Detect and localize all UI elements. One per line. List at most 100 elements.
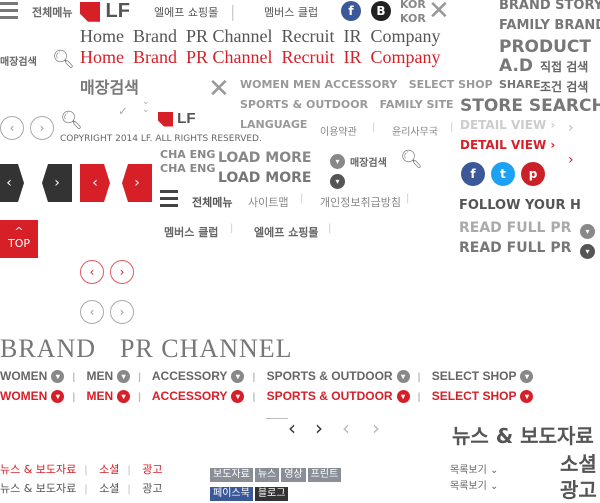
gnb-recruit-active[interactable]: Recruit [281, 47, 335, 67]
lang-cha[interactable]: CHA [160, 148, 186, 161]
direct-search-link[interactable]: 직접 검색 [540, 60, 589, 74]
gnb-brand[interactable]: Brand [133, 26, 177, 46]
prev-circle-red[interactable]: ‹ [80, 260, 104, 284]
tag-news[interactable]: 뉴스 [254, 468, 280, 482]
gnb-home[interactable]: Home [80, 26, 124, 46]
prev-circle-button[interactable]: ‹ [0, 116, 24, 140]
prev-circle-gray[interactable]: ‹ [80, 300, 104, 324]
prev-arrow-dark[interactable]: ‹ [0, 164, 24, 202]
tab-accessory[interactable]: ACCESSORY [324, 78, 398, 91]
gnb-recruit[interactable]: Recruit [281, 26, 335, 46]
tab-women-men[interactable]: WOMEN MEN [240, 78, 321, 91]
tab-ad[interactable]: 광고 [142, 463, 163, 476]
chevron-down-dark-icon[interactable]: ▾ [330, 171, 345, 190]
next-circle-red[interactable]: › [110, 260, 134, 284]
chevron-down-icon[interactable]: ▾ [330, 151, 345, 170]
gnb-company[interactable]: Company [370, 26, 441, 46]
tag-print[interactable]: 프린트 [307, 468, 342, 482]
next-circle-button[interactable]: › [30, 116, 54, 140]
tag-video[interactable]: 영상 [281, 468, 306, 482]
category-women[interactable]: WOMEN ▾ [0, 369, 65, 384]
tab-select-shop[interactable]: SELECT SHOP [408, 78, 493, 91]
read-full-pr-link[interactable]: READ FULL PR [459, 240, 572, 256]
read-full-pr-link-gray[interactable]: READ FULL PR [459, 220, 572, 236]
elf-shopping-link-2[interactable]: 엘에프 쇼핑몰 [254, 226, 319, 239]
condition-search-link[interactable]: 조건 검색 [540, 80, 589, 94]
gnb-company-active[interactable]: Company [370, 47, 441, 67]
product-ad-link[interactable]: PRODUCT A.D [499, 37, 591, 76]
prev-arrow-red[interactable]: ‹ [80, 164, 110, 202]
members-club-link-2[interactable]: 멤버스 클럽 [164, 226, 219, 239]
tab-social-2[interactable]: 소셜 [99, 482, 120, 495]
chevron-down-small-icon[interactable]: ✓ [118, 104, 129, 118]
menu-icon[interactable] [0, 2, 18, 23]
menu-icon-dark[interactable] [160, 190, 178, 211]
gnb-brand-active[interactable]: Brand [133, 47, 177, 67]
elf-shopping-link[interactable]: 엘에프 쇼핑몰 [154, 6, 219, 19]
chevron-right-icon[interactable]: › [568, 120, 574, 136]
gnb-ir[interactable]: IR [343, 26, 362, 46]
detail-view-link[interactable]: DETAIL VIEW › [460, 138, 556, 152]
next-arrow-icon[interactable]: › [315, 416, 323, 440]
all-menu-link[interactable]: 전체메뉴 [32, 6, 73, 19]
terms-link[interactable]: 이용약관 [320, 127, 357, 138]
next-arrow-dark[interactable]: › [42, 164, 72, 202]
pinterest-share-icon[interactable]: p [521, 162, 545, 186]
category-accessory-active[interactable]: ACCESSORY ▾ [152, 389, 245, 404]
tab-news-2[interactable]: 뉴스 & 보도자료 [0, 482, 77, 495]
store-search-label-small[interactable]: 매장검색 [350, 158, 387, 169]
tag-facebook[interactable]: 페이스북 [210, 487, 253, 501]
tab-social[interactable]: 소셜 [99, 463, 120, 476]
facebook-icon[interactable]: f [341, 1, 361, 21]
lf-logo-small[interactable]: LF [158, 110, 196, 127]
members-club-link[interactable]: 멤버스 클럽 [264, 6, 319, 19]
list-view-link-2[interactable]: 목록보기 ⌄ [450, 481, 499, 492]
tab-ad-2[interactable]: 광고 [142, 482, 163, 495]
load-more-button[interactable]: LOAD MORE [218, 150, 312, 166]
ethics-link[interactable]: 윤리사무국 [392, 127, 438, 138]
chevrons-icon[interactable]: ⌄ ⌄ [142, 97, 150, 115]
category-women-active[interactable]: WOMEN ▾ [0, 389, 65, 404]
tag-blog[interactable]: 블로그 [254, 487, 289, 501]
top-button[interactable]: ^ TOP [0, 220, 38, 258]
lang-cha-2[interactable]: CHA [160, 162, 186, 175]
family-site-link[interactable]: FAMILY SITE [379, 98, 454, 111]
category-select-shop[interactable]: SELECT SHOP ▾ [432, 369, 534, 384]
lang-eng-2[interactable]: ENG [189, 162, 216, 175]
share-link[interactable]: SHARE [499, 78, 541, 91]
close-icon-2[interactable]: ✕ [208, 74, 230, 104]
tab-news[interactable]: 뉴스 & 보도자료 [0, 463, 77, 476]
close-icon[interactable]: ✕ [428, 0, 450, 26]
category-sports-active[interactable]: SPORTS & OUTDOOR ▾ [267, 389, 410, 404]
sitemap-link[interactable]: 사이트맵 [248, 196, 289, 209]
load-more-button-2[interactable]: LOAD MORE [218, 170, 312, 186]
gnb-ir-active[interactable]: IR [343, 47, 362, 67]
gnb-pr-channel[interactable]: PR Channel [186, 26, 273, 46]
category-men-active[interactable]: MEN ▾ [86, 389, 131, 404]
next-arrow-red[interactable]: › [122, 164, 152, 202]
prev-arrow-icon[interactable]: ‹ [288, 416, 296, 440]
facebook-share-icon[interactable]: f [461, 162, 485, 186]
family-brand-link[interactable]: FAMILY BRAND [499, 18, 600, 33]
list-view-link[interactable]: 목록보기 ⌄ [450, 465, 499, 476]
next-arrow-light-icon[interactable]: › [372, 416, 380, 440]
gnb-pr-channel-active[interactable]: PR Channel [186, 47, 273, 67]
next-circle-gray[interactable]: › [110, 300, 134, 324]
lang-kor-2[interactable]: KOR [400, 12, 426, 25]
blog-icon[interactable]: B [371, 1, 391, 21]
search-icon-3[interactable]: 🔍︎ [400, 149, 423, 170]
gnb-home-active[interactable]: Home [80, 47, 124, 67]
privacy-link[interactable]: 개인정보취급방침 [320, 196, 401, 209]
lang-eng[interactable]: ENG [189, 148, 216, 161]
search-icon-2[interactable]: 🔍︎ [60, 110, 83, 131]
chevron-right-red-icon[interactable]: › [568, 152, 574, 168]
detail-view-link-gray[interactable]: DETAIL VIEW › [460, 118, 556, 132]
store-search-label-large[interactable]: 매장검색 [80, 78, 139, 97]
category-select-shop-active[interactable]: SELECT SHOP ▾ [432, 389, 534, 404]
category-sports[interactable]: SPORTS & OUTDOOR ▾ [267, 369, 410, 384]
prev-arrow-light-icon[interactable]: ‹ [342, 416, 350, 440]
store-search-label[interactable]: 매장검색 [0, 57, 37, 68]
tab-sports-outdoor[interactable]: SPORTS & OUTDOOR [240, 98, 369, 111]
chevron-down-dark-icon[interactable]: ▾ [580, 241, 595, 260]
language-link[interactable]: LANGUAGE [240, 118, 308, 131]
